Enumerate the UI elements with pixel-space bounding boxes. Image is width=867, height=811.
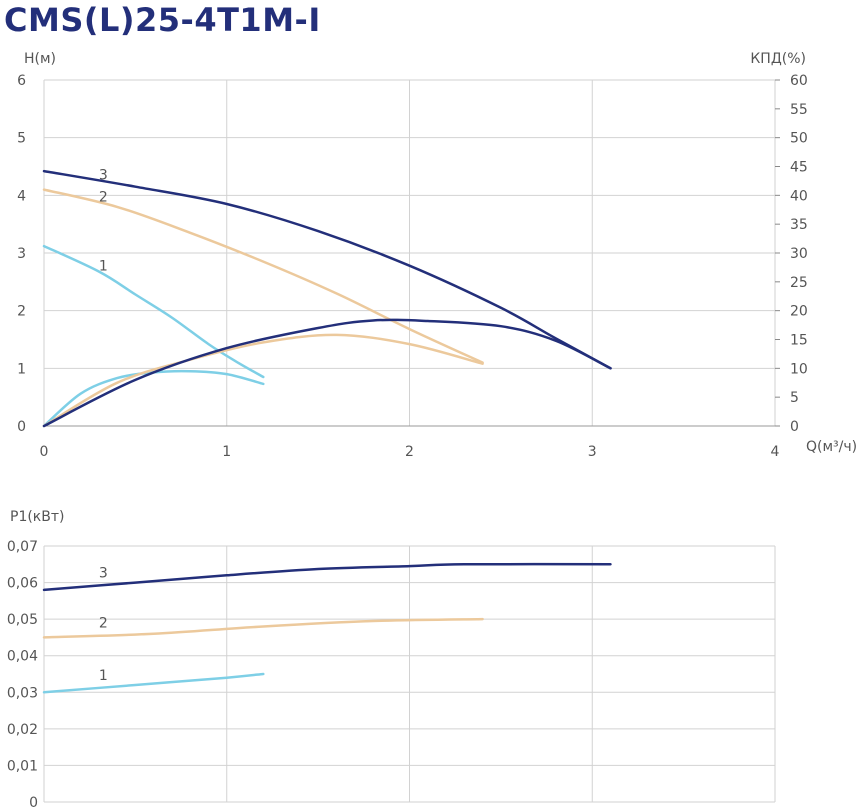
y-tick-label: 0,05 [7, 612, 38, 628]
y2-tick-label: 0 [790, 419, 799, 435]
x-tick-label: 3 [588, 444, 597, 460]
y-tick-label: 2 [17, 304, 26, 320]
y2-tick-label: 20 [790, 304, 808, 320]
curve-label-1: 1 [99, 258, 108, 274]
y-tick-label: 0,02 [7, 722, 38, 738]
power-curve-1 [42, 672, 265, 694]
y-tick-label: 5 [17, 131, 26, 147]
y-tick-label: 0,03 [7, 685, 38, 701]
y2-tick-label: 45 [790, 160, 808, 176]
power-curve-label-1: 1 [99, 668, 108, 684]
y2-tick-label: 5 [790, 390, 799, 406]
head-curve-1 [42, 244, 265, 379]
y2-tick-label: 35 [790, 217, 808, 233]
y-tick-label: 4 [17, 188, 26, 204]
y2-tick-label: 40 [790, 188, 808, 204]
y-tick-label: 1 [17, 361, 26, 377]
y2-tick-label: 25 [790, 275, 808, 291]
x-tick-label: 1 [222, 444, 231, 460]
power-curve-label-2: 2 [99, 616, 108, 632]
curve-label-3: 3 [99, 167, 108, 183]
y-tick-label: 0,04 [7, 649, 38, 665]
y-tick-label: 6 [17, 73, 26, 89]
head-chart-series: 1 2 3 [42, 167, 612, 428]
head-curve-2 [42, 188, 484, 364]
y2-tick-label: 10 [790, 361, 808, 377]
y-tick-label: 0,06 [7, 576, 38, 592]
x-tick-label: 0 [40, 444, 49, 460]
efficiency-curve-2 [42, 333, 484, 428]
y2-tick-label: 50 [790, 131, 808, 147]
y2-tick-label: 60 [790, 73, 808, 89]
x-tick-label: 4 [771, 444, 780, 460]
efficiency-axis-label: КПД(%) [750, 51, 806, 67]
y-tick-label: 3 [17, 246, 26, 262]
y2-tick-label: 30 [790, 246, 808, 262]
flow-axis-label: Q(м³/ч) [806, 439, 857, 455]
power-curve-label-3: 3 [99, 565, 108, 581]
power-chart-series: 1 2 3 [42, 562, 612, 694]
power-curve-3 [42, 562, 612, 592]
power-curve-2 [42, 617, 484, 639]
page-title: CMS(L)25-4T1M-I [4, 1, 321, 39]
y-tick-label: 0 [29, 795, 38, 811]
power-chart-grid [43, 545, 776, 803]
head-chart-grid [43, 79, 780, 427]
power-chart: 0 0,01 0,02 0,03 0,04 0,05 0,06 0,07 1 2 3 P1(кВт… [7, 509, 776, 811]
head-curve-3 [42, 169, 612, 370]
y2-tick-label: 55 [790, 102, 808, 118]
y2-tick-label: 15 [790, 333, 808, 349]
curve-label-2: 2 [99, 190, 108, 206]
head-axis-label: H(м) [24, 51, 56, 67]
power-axis-label: P1(кВт) [10, 509, 65, 525]
x-tick-label: 2 [405, 444, 414, 460]
power-chart-ticks: 0 0,01 0,02 0,03 0,04 0,05 0,06 0,07 [7, 539, 38, 811]
y-tick-label: 0,07 [7, 539, 38, 555]
y-tick-label: 0 [17, 419, 26, 435]
efficiency-curve-1 [42, 369, 265, 428]
y-tick-label: 0,01 [7, 758, 38, 774]
efficiency-curve-3 [42, 318, 612, 428]
